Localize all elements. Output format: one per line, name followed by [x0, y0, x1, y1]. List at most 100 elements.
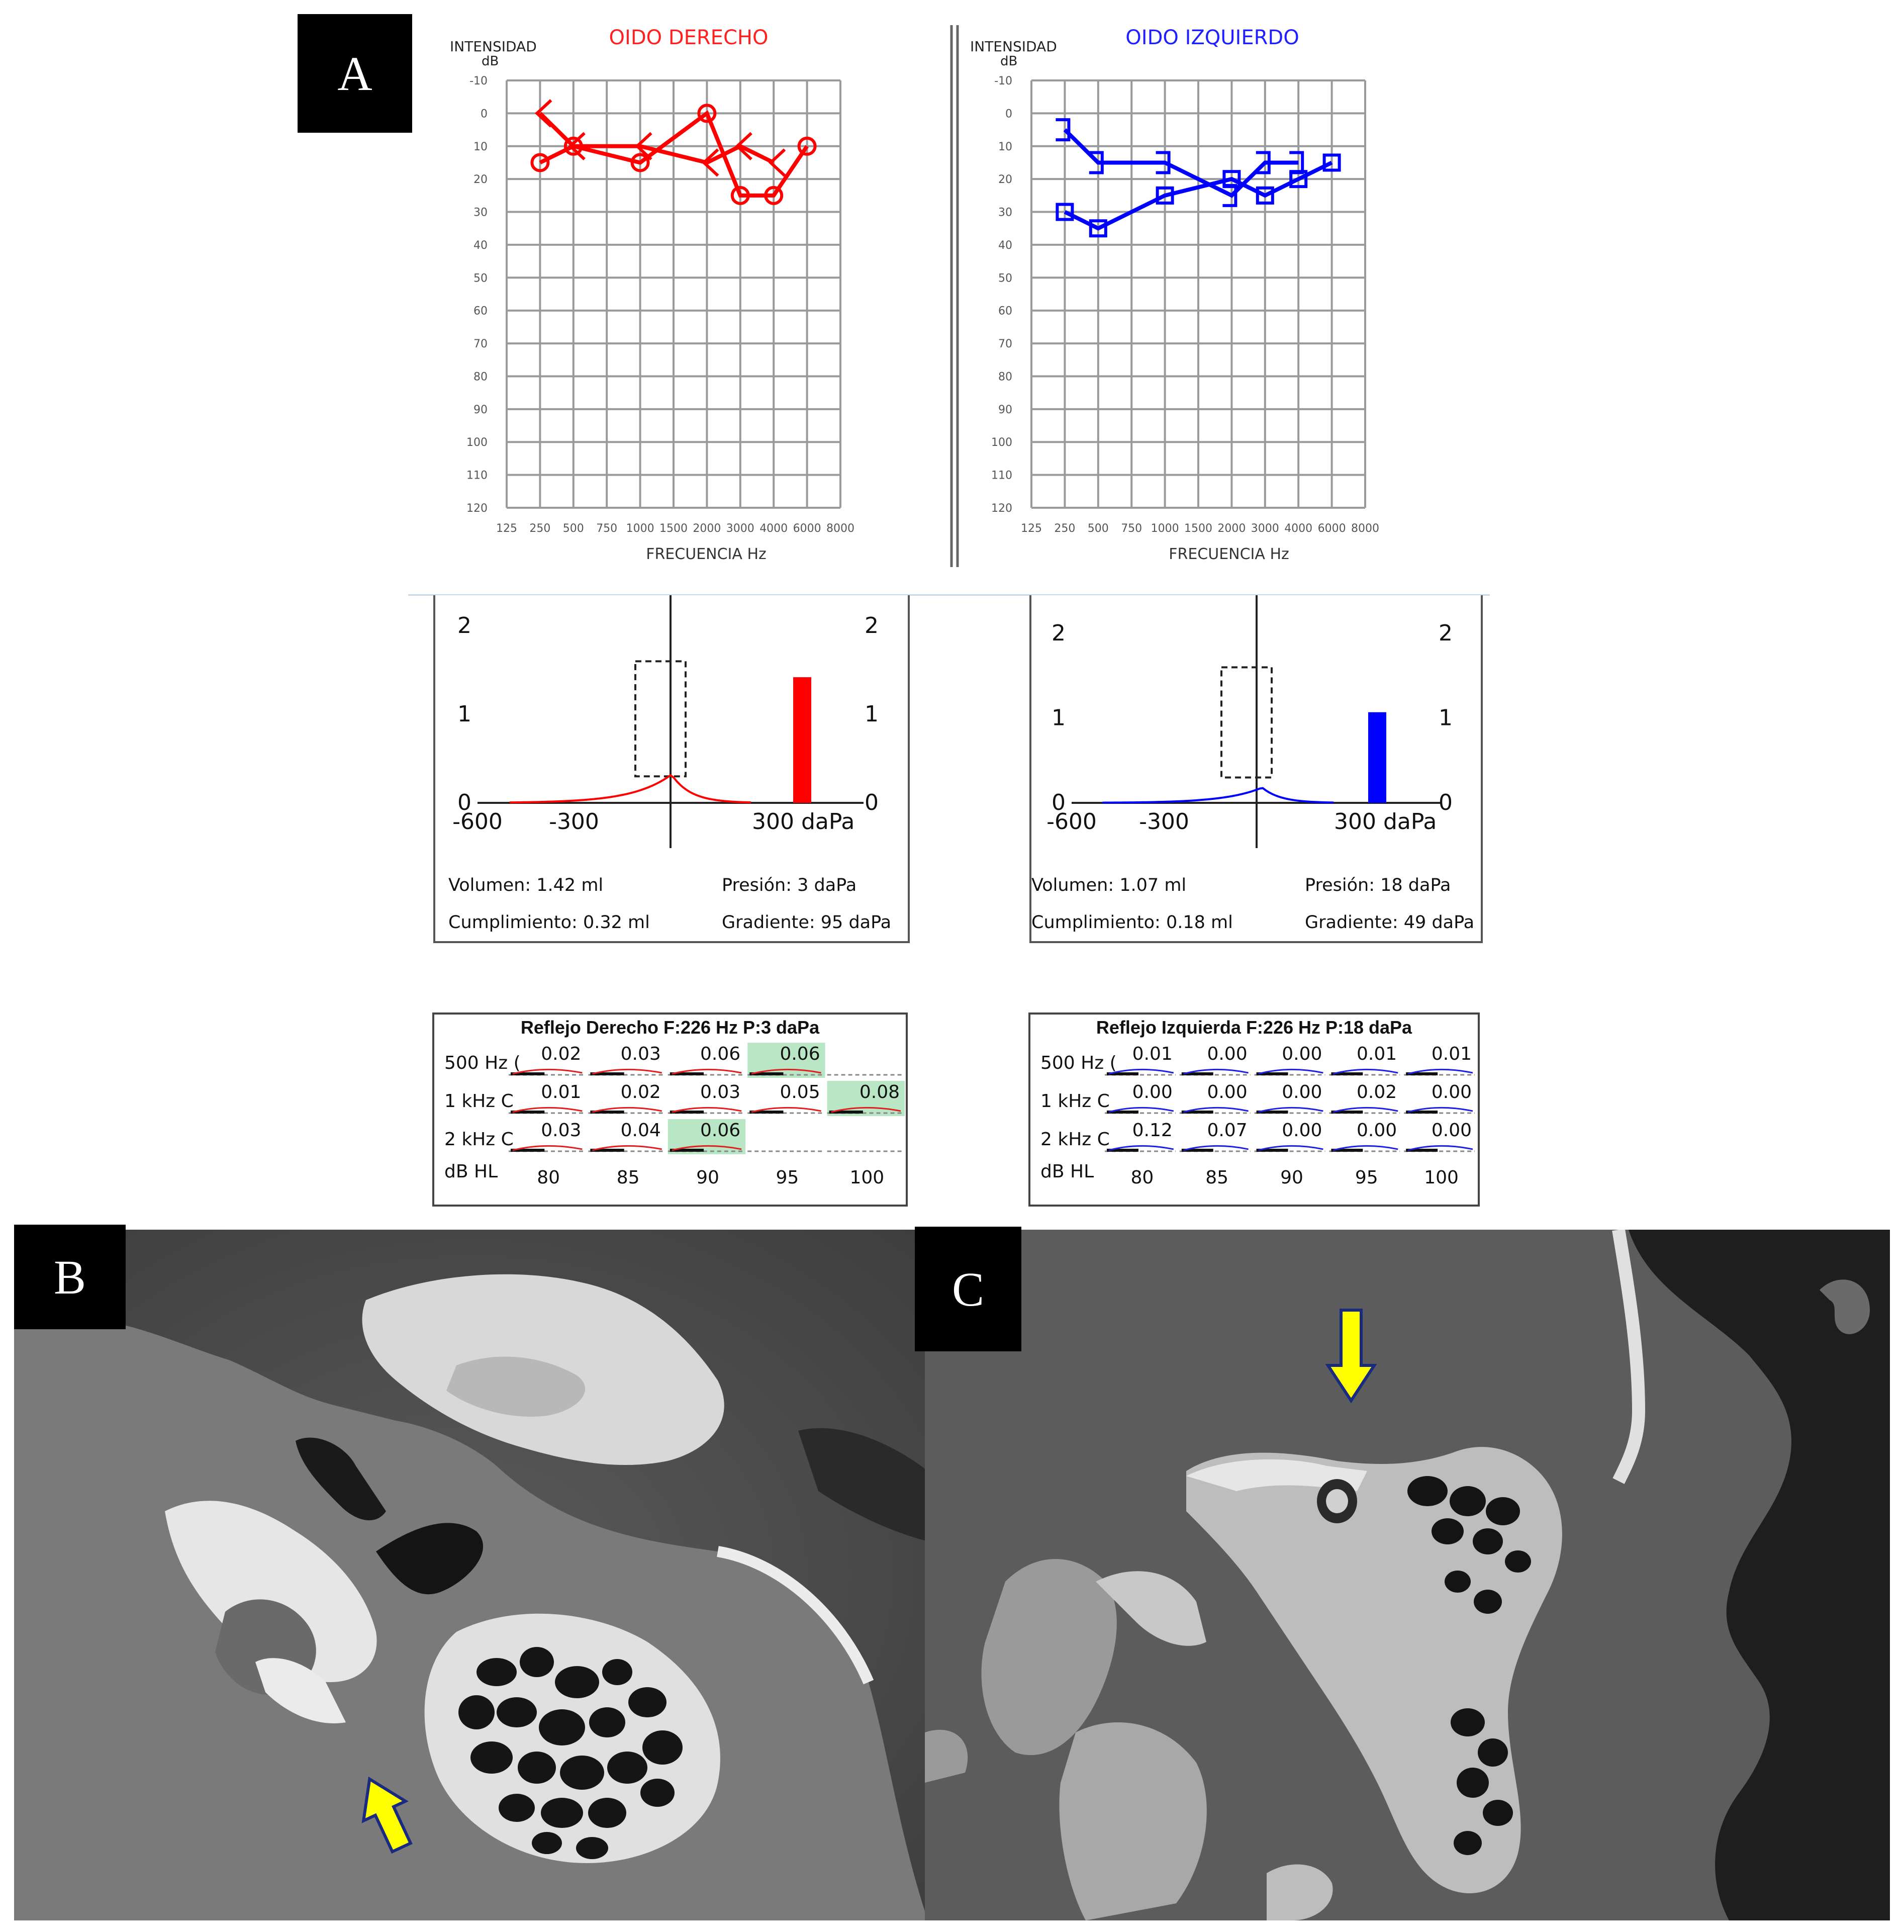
tymp-x-tick: 300 daPa [752, 809, 854, 835]
reflex-footer-label: dB HL [1040, 1161, 1094, 1182]
x-tick-label: 3000 [1251, 522, 1279, 535]
reflex-row-label: 500 Hz ( [1040, 1053, 1117, 1073]
x-tick-label: 3000 [726, 522, 754, 535]
y-tick-label: 30 [998, 207, 1012, 219]
reflex-row-label: 500 Hz ( [444, 1053, 521, 1073]
tymp-y-tick-left: 0 [457, 790, 471, 815]
y-tick-label: 70 [998, 338, 1012, 350]
tymp-volume-bar [1368, 712, 1386, 803]
bone-point [701, 148, 719, 177]
reflex-footer-label: dB HL [444, 1161, 498, 1182]
air-point [1322, 153, 1341, 172]
tymp-normal-box [634, 660, 687, 778]
bone-point [1156, 151, 1171, 174]
ct-axial-illustration [14, 1230, 928, 1920]
bone-point [1089, 151, 1104, 174]
reflex-value: 0.06 [780, 1044, 820, 1064]
x-tick-label: 4000 [759, 522, 788, 535]
tymp-left-volume: Volumen: 1.07 ml [1031, 875, 1186, 895]
x-tick-label: 250 [1054, 522, 1075, 535]
y-tick-label: -10 [469, 75, 488, 87]
tymp-left-pressure: Presión: 18 daPa [1305, 875, 1451, 895]
reflex-row-label: 1 kHz C [444, 1091, 514, 1112]
reflex-trace [672, 1107, 742, 1113]
tymp-y-tick-right: 1 [865, 701, 879, 727]
arrow-icon [361, 1776, 413, 1854]
tymp-right-compliance: Cumplimiento: 0.32 ml [448, 912, 650, 933]
reflex-trace [1108, 1068, 1174, 1075]
reflex-value: 0.04 [621, 1120, 661, 1141]
tymp-y-tick-left: 2 [457, 613, 471, 638]
tymp-volume-bar [793, 677, 811, 803]
y-tick-label: 40 [998, 239, 1012, 252]
reflex-value: 0.06 [700, 1044, 740, 1064]
bone-point [534, 99, 552, 128]
reflex-value: 0.00 [1432, 1082, 1472, 1102]
audiogram-right: OIDO DERECHO INTENSIDAD dB -10 0 10 20 30 40 5… [450, 26, 854, 563]
reflex-trace [592, 1107, 662, 1113]
reflex-trace [1108, 1145, 1174, 1151]
reflex-title: Reflejo Derecho F:226 Hz P:3 daPa [521, 1017, 820, 1038]
x-tick-label: 250 [529, 522, 550, 535]
reflex-level: 100 [1424, 1167, 1459, 1188]
reflex-trace [1407, 1145, 1473, 1151]
x-tick-label: 1000 [1151, 522, 1179, 535]
reflex-value: 0.01 [1132, 1044, 1173, 1064]
x-tick-label: 4000 [1284, 522, 1312, 535]
y-tick-label: 90 [473, 404, 488, 416]
y-tick-label: 0 [481, 108, 488, 120]
tymp-x-tick: -600 [1046, 809, 1097, 835]
tymp-y-tick-right: 1 [1439, 705, 1453, 731]
y-tick-label: 20 [998, 173, 1012, 186]
reflex-value: 0.00 [1432, 1120, 1472, 1141]
y-tick-label: 50 [998, 272, 1012, 285]
audiogram-right-xlabel: FRECUENCIA Hz [646, 545, 767, 563]
y-tick-label: 110 [991, 470, 1012, 482]
divider-line [408, 594, 1490, 596]
mastoid-air-cells [458, 1647, 683, 1859]
arrow-icon [1325, 1309, 1377, 1404]
reflex-row-label: 1 kHz C [1040, 1091, 1110, 1112]
reflex-trace [512, 1107, 583, 1113]
air-point [530, 153, 550, 172]
reflex-value: 0.00 [1207, 1082, 1247, 1102]
reflex-level: 80 [537, 1167, 560, 1188]
bone-point [735, 132, 752, 160]
reflex-value: 0.00 [1282, 1120, 1322, 1141]
tymp-y-tick-right: 0 [865, 790, 879, 815]
reflex-value: 0.00 [1357, 1120, 1397, 1141]
reflex-level: 80 [1130, 1167, 1154, 1188]
reflex-trace [1108, 1107, 1174, 1113]
air-point [563, 136, 583, 156]
x-tick-label: 750 [596, 522, 617, 535]
reflex-value: 0.00 [1132, 1082, 1173, 1102]
audiogram-right-ylabel: INTENSIDAD [450, 38, 537, 55]
reflex-value: 0.00 [1207, 1044, 1247, 1064]
reflex-value: 0.08 [860, 1082, 900, 1102]
reflex-title: Reflejo Izquierda F:226 Hz P:18 daPa [1096, 1017, 1412, 1038]
reflex-value: 0.02 [621, 1082, 661, 1102]
reflex-value: 0.03 [541, 1120, 581, 1141]
x-tick-label: 500 [563, 522, 584, 535]
reflex-trace [1183, 1107, 1249, 1113]
x-tick-label: 125 [496, 522, 517, 535]
y-tick-label: 40 [473, 239, 488, 252]
bone-point [1056, 118, 1071, 142]
tymp-x-tick: -300 [549, 809, 599, 835]
x-tick-label: 6000 [793, 522, 821, 535]
tymp-left-compliance: Cumplimiento: 0.18 ml [1031, 912, 1233, 933]
bone-point [635, 132, 652, 160]
reflex-trace [1183, 1068, 1249, 1075]
reflex-level: 85 [617, 1167, 640, 1188]
reflex-value: 0.12 [1132, 1120, 1173, 1141]
tymp-y-tick-right: 2 [865, 613, 879, 638]
bone-point [568, 132, 586, 160]
tymp-y-tick-left: 1 [457, 701, 471, 727]
x-tick-label: 2000 [1217, 522, 1246, 535]
reflex-trace [672, 1145, 742, 1151]
reflex-trace [672, 1068, 742, 1075]
bone-point [1222, 183, 1237, 207]
x-tick-label: 750 [1121, 522, 1142, 535]
reflex-value: 0.06 [700, 1120, 740, 1141]
